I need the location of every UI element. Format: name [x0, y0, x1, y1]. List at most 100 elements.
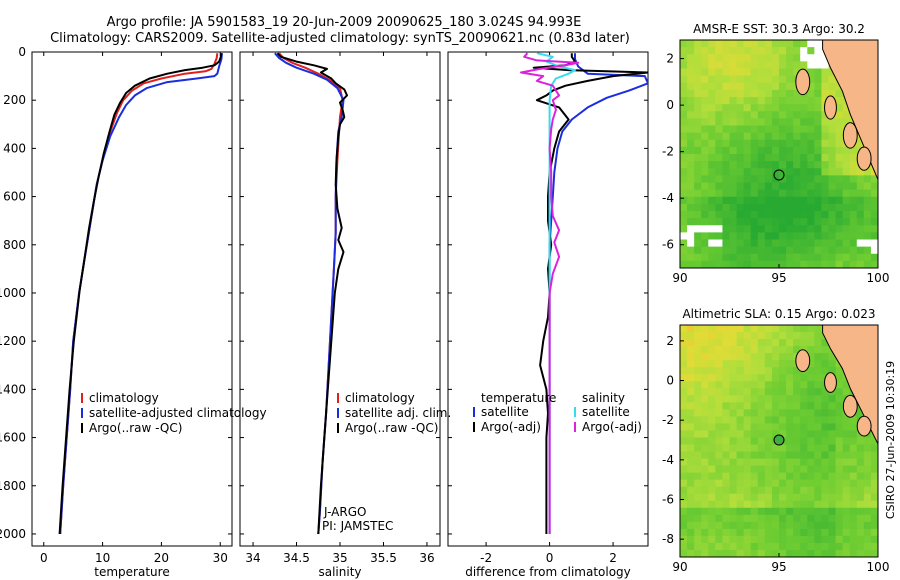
map-cell	[807, 353, 815, 361]
map-cell	[814, 189, 823, 198]
map-cell	[779, 381, 787, 389]
map-cell	[842, 246, 851, 255]
map-cell	[771, 367, 780, 375]
island	[842, 122, 858, 149]
map-cell	[764, 423, 773, 432]
map-cell	[835, 444, 844, 453]
temperature-xtick-label: 30	[213, 551, 228, 565]
map-cell	[849, 507, 858, 516]
map-cell	[687, 465, 695, 474]
map-cell	[701, 182, 709, 191]
map-cell	[807, 40, 815, 48]
map-cell	[701, 61, 709, 70]
map-cell	[729, 388, 738, 396]
map-cell	[694, 486, 702, 495]
depth-tick-label: 1800	[0, 479, 26, 493]
map-cell	[800, 332, 808, 340]
map-cell	[750, 189, 759, 198]
map-cell	[715, 451, 724, 460]
map-cell	[807, 339, 815, 347]
map-cell	[694, 367, 702, 375]
map-cell	[849, 154, 858, 162]
map-cell	[814, 132, 823, 141]
map-cell	[779, 409, 787, 417]
map-cell	[835, 493, 844, 502]
map-cell	[821, 493, 830, 502]
map-cell	[764, 239, 773, 248]
map-cell	[793, 458, 801, 467]
map-cell	[842, 196, 851, 205]
sla_map-xtick-label: 100	[867, 560, 890, 574]
map-cell	[800, 549, 808, 557]
map-cell	[793, 528, 801, 537]
map-cell	[800, 111, 808, 119]
temperature-panel: 0102030temperature0200400600800100012001…	[0, 45, 267, 579]
map-cell	[800, 47, 808, 55]
map-cell	[729, 514, 738, 523]
sst_map-field	[680, 40, 878, 268]
map-cell	[849, 493, 858, 502]
map-cell	[736, 203, 745, 212]
map-cell	[687, 388, 695, 396]
map-cell	[870, 182, 878, 191]
map-cell	[715, 146, 724, 155]
map-cell	[743, 54, 752, 62]
map-cell	[786, 353, 794, 361]
map-cell	[729, 521, 738, 530]
map-cell	[750, 353, 759, 361]
map-cell	[779, 260, 787, 268]
map-cell	[863, 458, 872, 467]
map-cell	[870, 465, 878, 474]
map-cell	[722, 54, 731, 62]
map-cell	[814, 47, 823, 55]
map-cell	[687, 218, 695, 226]
map-cell	[786, 374, 794, 382]
map-cell	[722, 246, 731, 255]
map-cell	[807, 430, 815, 439]
map-cell	[764, 253, 773, 262]
sla_map-ytick-label: -4	[662, 453, 674, 467]
map-cell	[687, 514, 695, 523]
map-cell	[729, 68, 738, 77]
map-cell	[680, 189, 688, 198]
sla_map-ytick-label: -6	[662, 492, 674, 506]
map-cell	[729, 175, 738, 184]
map-cell	[722, 486, 731, 495]
map-cell	[743, 402, 752, 410]
series-line-temperature-satellite	[59, 53, 223, 535]
map-cell	[835, 416, 844, 425]
map-cell	[680, 465, 688, 474]
map-cell	[779, 451, 787, 460]
map-cell	[863, 521, 872, 530]
map-cell	[771, 332, 780, 340]
map-cell	[793, 232, 801, 241]
map-cell	[849, 535, 858, 544]
map-cell	[849, 500, 858, 509]
map-cell	[729, 54, 738, 62]
map-cell	[828, 225, 837, 233]
map-cell	[842, 472, 851, 481]
map-cell	[680, 395, 688, 403]
map-cell	[764, 89, 773, 98]
map-cell	[708, 232, 716, 241]
map-cell	[842, 549, 851, 557]
map-cell	[722, 367, 731, 375]
map-cell	[828, 521, 837, 530]
map-cell	[807, 246, 815, 255]
map-cell	[680, 388, 688, 396]
map-cell	[800, 118, 808, 127]
map-cell	[793, 479, 801, 488]
map-cell	[694, 423, 702, 432]
map-cell	[821, 239, 830, 248]
map-cell	[779, 225, 787, 233]
island	[795, 349, 811, 373]
map-cell	[715, 472, 724, 481]
map-cell	[814, 395, 823, 403]
map-cell	[849, 521, 858, 530]
map-cell	[757, 430, 766, 439]
map-cell	[736, 232, 745, 241]
map-cell	[743, 465, 752, 474]
map-cell	[771, 182, 780, 191]
map-cell	[743, 211, 752, 219]
map-cell	[856, 409, 865, 417]
